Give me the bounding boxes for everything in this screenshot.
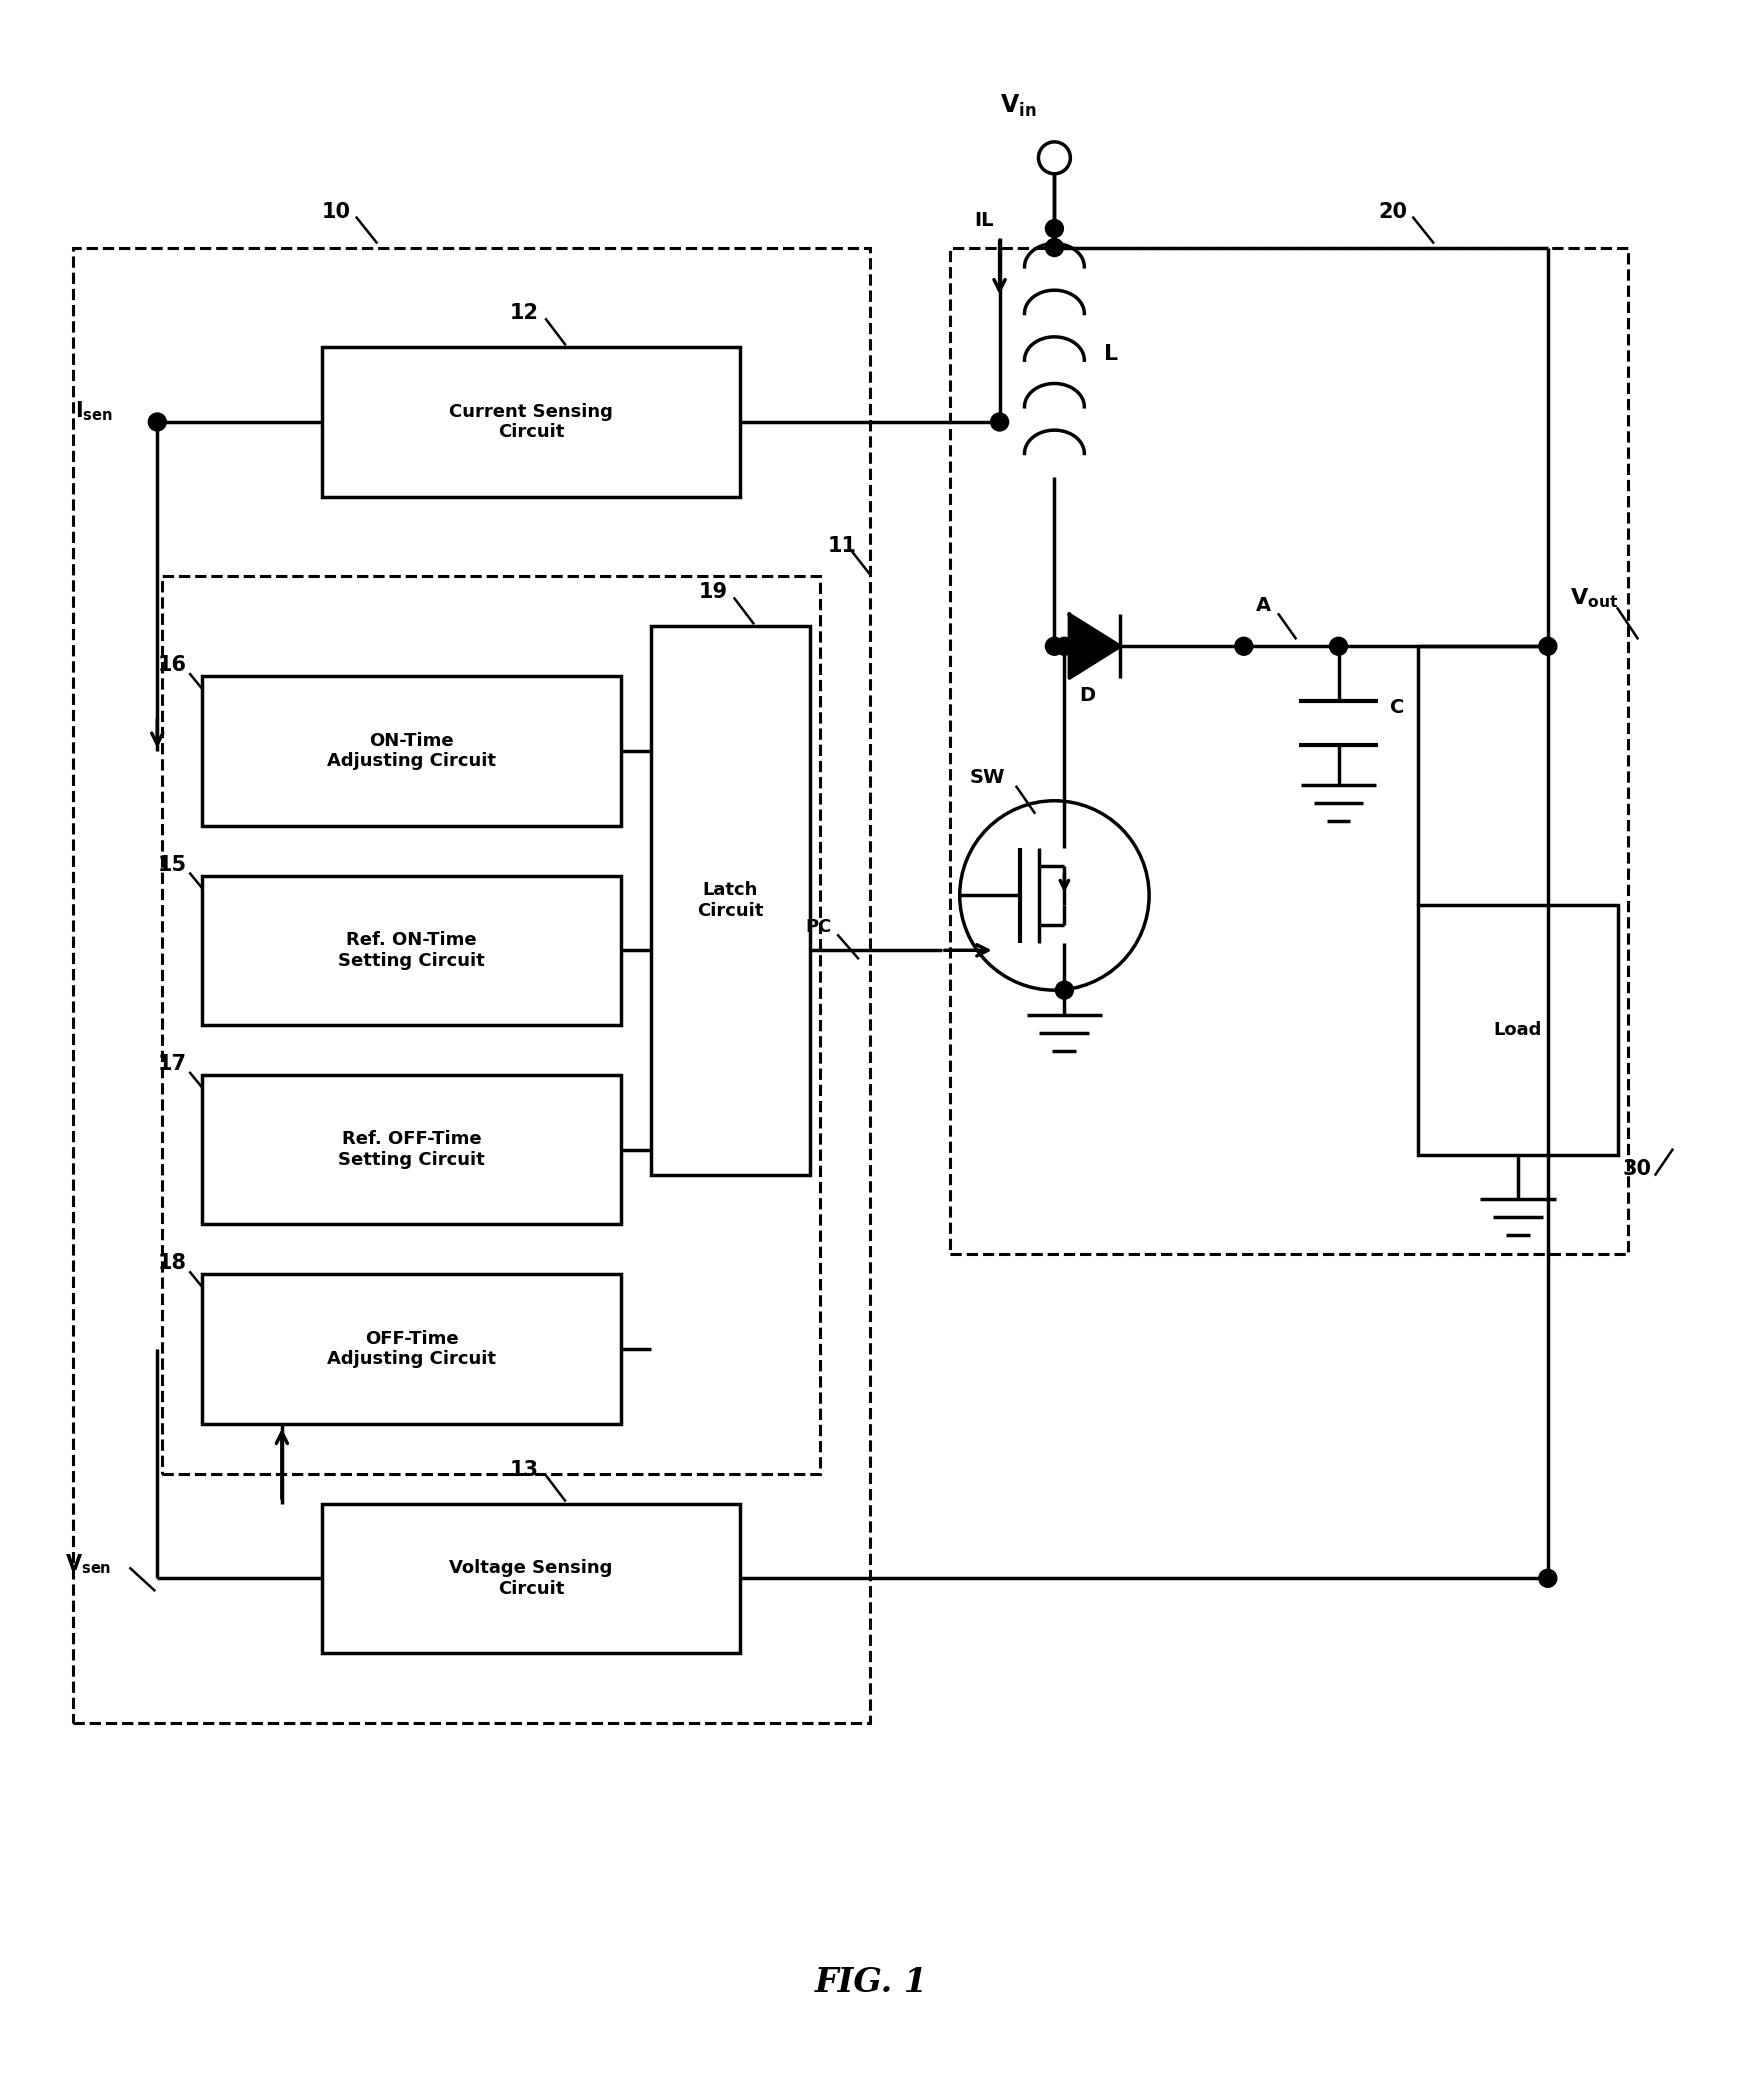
Bar xyxy=(949,247,1627,1253)
Circle shape xyxy=(148,413,165,432)
Circle shape xyxy=(1056,637,1073,656)
Bar xyxy=(1418,905,1618,1154)
Text: L: L xyxy=(1104,344,1118,365)
Text: 30: 30 xyxy=(1622,1158,1651,1179)
Text: $\mathbf{I_{sen}}$: $\mathbf{I_{sen}}$ xyxy=(75,398,113,423)
Circle shape xyxy=(1235,637,1252,656)
Text: ON-Time
Adjusting Circuit: ON-Time Adjusting Circuit xyxy=(327,732,496,770)
Text: PC: PC xyxy=(805,919,831,936)
Text: IL: IL xyxy=(976,210,995,230)
Text: 20: 20 xyxy=(1378,201,1408,222)
Bar xyxy=(202,1274,620,1423)
Bar xyxy=(73,247,869,1722)
Text: 18: 18 xyxy=(157,1253,186,1274)
Circle shape xyxy=(1056,981,1073,1000)
Text: Voltage Sensing
Circuit: Voltage Sensing Circuit xyxy=(449,1558,613,1598)
Text: Ref. ON-Time
Setting Circuit: Ref. ON-Time Setting Circuit xyxy=(338,932,484,969)
Text: 17: 17 xyxy=(157,1054,186,1075)
Bar xyxy=(202,1075,620,1224)
Text: SW: SW xyxy=(970,768,1005,786)
Circle shape xyxy=(1045,637,1063,656)
Text: 19: 19 xyxy=(699,583,728,602)
Text: 10: 10 xyxy=(322,201,350,222)
Text: $\mathbf{V_{in}}$: $\mathbf{V_{in}}$ xyxy=(1000,93,1036,118)
Text: $\mathbf{V_{out}}$: $\mathbf{V_{out}}$ xyxy=(1570,587,1618,610)
Text: 15: 15 xyxy=(157,855,186,874)
Text: $\mathbf{V_{sen}}$: $\mathbf{V_{sen}}$ xyxy=(64,1552,111,1575)
Circle shape xyxy=(991,413,1009,432)
Text: 13: 13 xyxy=(510,1459,540,1479)
Bar xyxy=(202,676,620,826)
Text: 12: 12 xyxy=(510,303,540,324)
Bar xyxy=(652,627,810,1174)
Text: Load: Load xyxy=(1493,1021,1542,1040)
Text: OFF-Time
Adjusting Circuit: OFF-Time Adjusting Circuit xyxy=(327,1330,496,1367)
Circle shape xyxy=(1045,239,1063,257)
Circle shape xyxy=(1329,637,1348,656)
Bar xyxy=(162,577,820,1473)
Text: C: C xyxy=(1390,697,1404,718)
Polygon shape xyxy=(1070,614,1120,679)
Text: FIG. 1: FIG. 1 xyxy=(815,1965,927,1998)
Text: 16: 16 xyxy=(157,656,186,674)
Bar xyxy=(322,1504,740,1654)
Text: Ref. OFF-Time
Setting Circuit: Ref. OFF-Time Setting Circuit xyxy=(338,1131,484,1168)
Text: Latch
Circuit: Latch Circuit xyxy=(697,882,763,919)
Bar xyxy=(322,347,740,496)
Text: D: D xyxy=(1080,687,1096,706)
Circle shape xyxy=(1045,220,1063,237)
Circle shape xyxy=(1538,637,1557,656)
Bar xyxy=(202,876,620,1025)
Text: Current Sensing
Circuit: Current Sensing Circuit xyxy=(449,403,613,442)
Text: A: A xyxy=(1256,596,1272,616)
Circle shape xyxy=(1538,1569,1557,1587)
Text: 11: 11 xyxy=(827,535,857,556)
